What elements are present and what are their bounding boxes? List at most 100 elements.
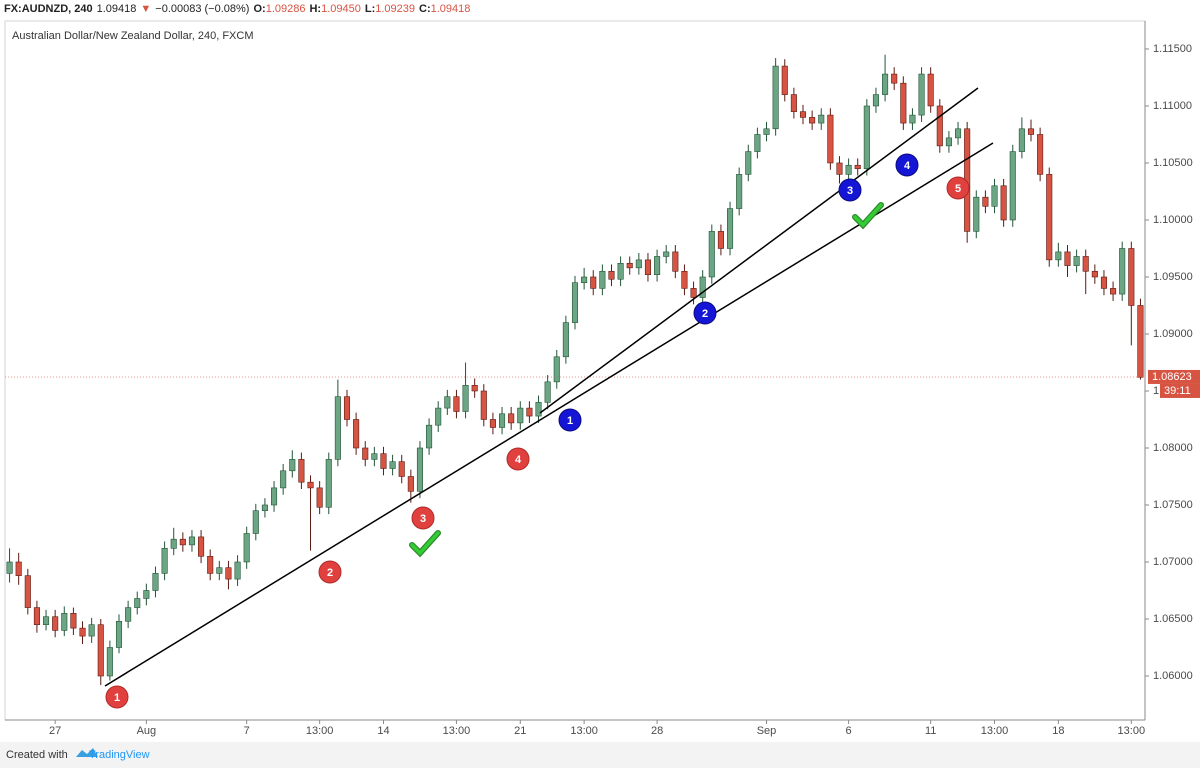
- candle-body: [97, 624, 104, 677]
- candle-body: [599, 270, 606, 289]
- blue-marker-label: 2: [702, 308, 708, 320]
- candle-body: [371, 453, 378, 460]
- candle-body: [435, 407, 442, 426]
- candle-body: [115, 620, 123, 648]
- candle-body: [745, 151, 752, 175]
- blue-marker-label: 1: [567, 415, 573, 427]
- ohlc-label: O:: [253, 3, 265, 15]
- last-price: 1.09418: [97, 3, 137, 15]
- candle-body: [763, 128, 770, 135]
- candle-body: [198, 536, 205, 557]
- markers: 1 2 3 4 5 1 2 3 4: [105, 153, 970, 709]
- candle-body: [882, 73, 889, 95]
- candle-body: [836, 162, 843, 175]
- candle-body: [517, 407, 524, 424]
- candle-body: [389, 461, 396, 469]
- trendline: [539, 87, 979, 414]
- candle-body: [754, 134, 761, 152]
- candle-body: [489, 419, 496, 428]
- candle-body: [608, 270, 615, 280]
- candle-body: [188, 536, 195, 546]
- candle-body: [271, 487, 278, 506]
- x-tick-label: 11: [925, 725, 936, 737]
- candle-body: [143, 590, 150, 599]
- candle-body: [289, 459, 296, 472]
- blue-marker: [895, 153, 919, 177]
- price-tag: [1148, 369, 1200, 384]
- candle-body: [307, 481, 314, 489]
- candle-body: [535, 402, 542, 417]
- candle-body: [900, 82, 907, 124]
- candle-body: [1018, 128, 1025, 152]
- ohlc-value: 1.09286: [266, 3, 306, 15]
- x-tick-label: 18: [1052, 725, 1064, 737]
- footer-bar: [0, 742, 1200, 768]
- candle-body: [426, 424, 433, 449]
- red-marker: [411, 506, 435, 530]
- ohlc-label: H:: [309, 3, 321, 15]
- candle-body: [353, 419, 360, 449]
- candle-body: [325, 459, 332, 508]
- candle-body: [24, 575, 31, 608]
- trendline: [104, 142, 994, 687]
- candle-body: [1046, 174, 1053, 261]
- candle-body: [863, 105, 870, 169]
- candle-body: [416, 447, 423, 492]
- blue-marker: [558, 408, 582, 432]
- x-tick-label: 13:00: [306, 725, 334, 737]
- red-marker-label: 1: [114, 692, 120, 704]
- candle-body: [52, 616, 59, 631]
- candle-body: [243, 533, 250, 563]
- x-tick-label: 14: [377, 725, 389, 737]
- candle-body: [717, 231, 724, 249]
- y-tick-label: 1.10000: [1153, 214, 1193, 226]
- footer-brand[interactable]: TradingView: [89, 749, 150, 761]
- candle-body: [508, 413, 515, 424]
- candle-body: [945, 137, 952, 147]
- candle-body: [33, 607, 40, 625]
- candle-body: [562, 322, 569, 358]
- candle-body: [927, 73, 934, 107]
- candle-body: [125, 607, 132, 622]
- checkmark: [853, 203, 883, 228]
- candle-body: [781, 65, 788, 95]
- candle-body: [15, 561, 22, 576]
- ohlc-value: 1.09239: [375, 3, 415, 15]
- red-marker: [946, 176, 970, 200]
- trendlines: [104, 87, 994, 687]
- candle-body: [88, 624, 95, 637]
- candle-body: [799, 111, 807, 118]
- candle-body: [1082, 256, 1089, 272]
- candle-body: [1037, 134, 1044, 175]
- candle-body: [462, 384, 469, 412]
- candle-body: [854, 164, 861, 169]
- ohlc-label: L:: [365, 3, 375, 15]
- change-arrow: ▼: [140, 3, 151, 15]
- ohlc-label: C:: [419, 3, 431, 15]
- x-tick-label: 7: [244, 725, 250, 737]
- x-tick-label: 6: [846, 725, 852, 737]
- candle-body: [845, 164, 852, 175]
- candle-body: [1009, 151, 1016, 221]
- candle-body: [590, 276, 597, 289]
- candle-body: [70, 612, 77, 629]
- candle-body: [872, 94, 879, 107]
- price-tag-label: 1.08623: [1152, 371, 1192, 383]
- candle-body: [617, 263, 624, 280]
- candle-body: [955, 128, 962, 139]
- symbol: FX:AUDNZD, 240: [4, 3, 93, 15]
- candle-body: [544, 381, 551, 403]
- candle-body: [234, 561, 241, 580]
- red-marker-label: 5: [955, 183, 961, 195]
- candle-body: [1027, 128, 1035, 135]
- candle-body: [635, 259, 642, 269]
- footer-created: Created with: [6, 749, 68, 761]
- candle-body: [298, 459, 305, 483]
- candle-body: [654, 256, 661, 276]
- candle-body: [79, 627, 86, 637]
- candle-body: [1128, 248, 1135, 306]
- candle-body: [644, 259, 651, 276]
- candle-body: [1119, 248, 1126, 295]
